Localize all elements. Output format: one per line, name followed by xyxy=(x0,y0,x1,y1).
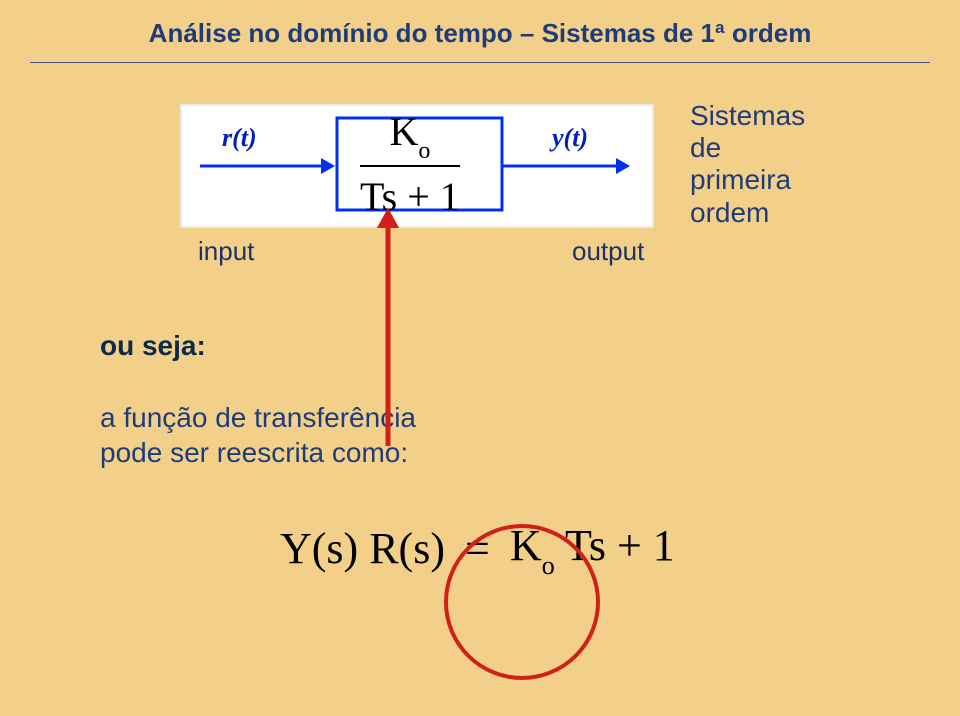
eq-lhs: Y(s) R(s) xyxy=(280,523,445,574)
slide: Análise no domínio do tempo – Sistemas d… xyxy=(0,0,960,716)
highlight-circle xyxy=(444,524,600,680)
description: a função de transferência pode ser reesc… xyxy=(100,400,416,470)
fraction-bar xyxy=(360,165,460,167)
input-label: input xyxy=(198,236,254,267)
page-title: Análise no domínio do tempo – Sistemas d… xyxy=(0,18,960,49)
output-label: output xyxy=(572,236,644,267)
tf-denominator: Ts + 1 xyxy=(360,173,460,220)
eq-lhs-top: Y(s) xyxy=(280,524,358,573)
eq-lhs-bottom: R(s) xyxy=(369,524,445,573)
svg-text:y(t): y(t) xyxy=(549,123,588,152)
desc-line: pode ser reescrita como: xyxy=(100,435,416,470)
systems-note-line: Sistemas xyxy=(690,100,805,132)
title-divider xyxy=(30,62,930,63)
systems-note: Sistemas de primeira ordem xyxy=(690,100,805,229)
transfer-fn-block: Ko Ts + 1 xyxy=(360,108,460,220)
desc-line: a função de transferência xyxy=(100,400,416,435)
svg-text:r(t): r(t) xyxy=(222,123,257,152)
ou-seja-label: ou seja: xyxy=(100,330,206,362)
systems-note-line: de xyxy=(690,132,805,164)
tf-numerator: Ko xyxy=(360,108,460,161)
systems-note-line: ordem xyxy=(690,197,805,229)
systems-note-line: primeira xyxy=(690,164,805,196)
